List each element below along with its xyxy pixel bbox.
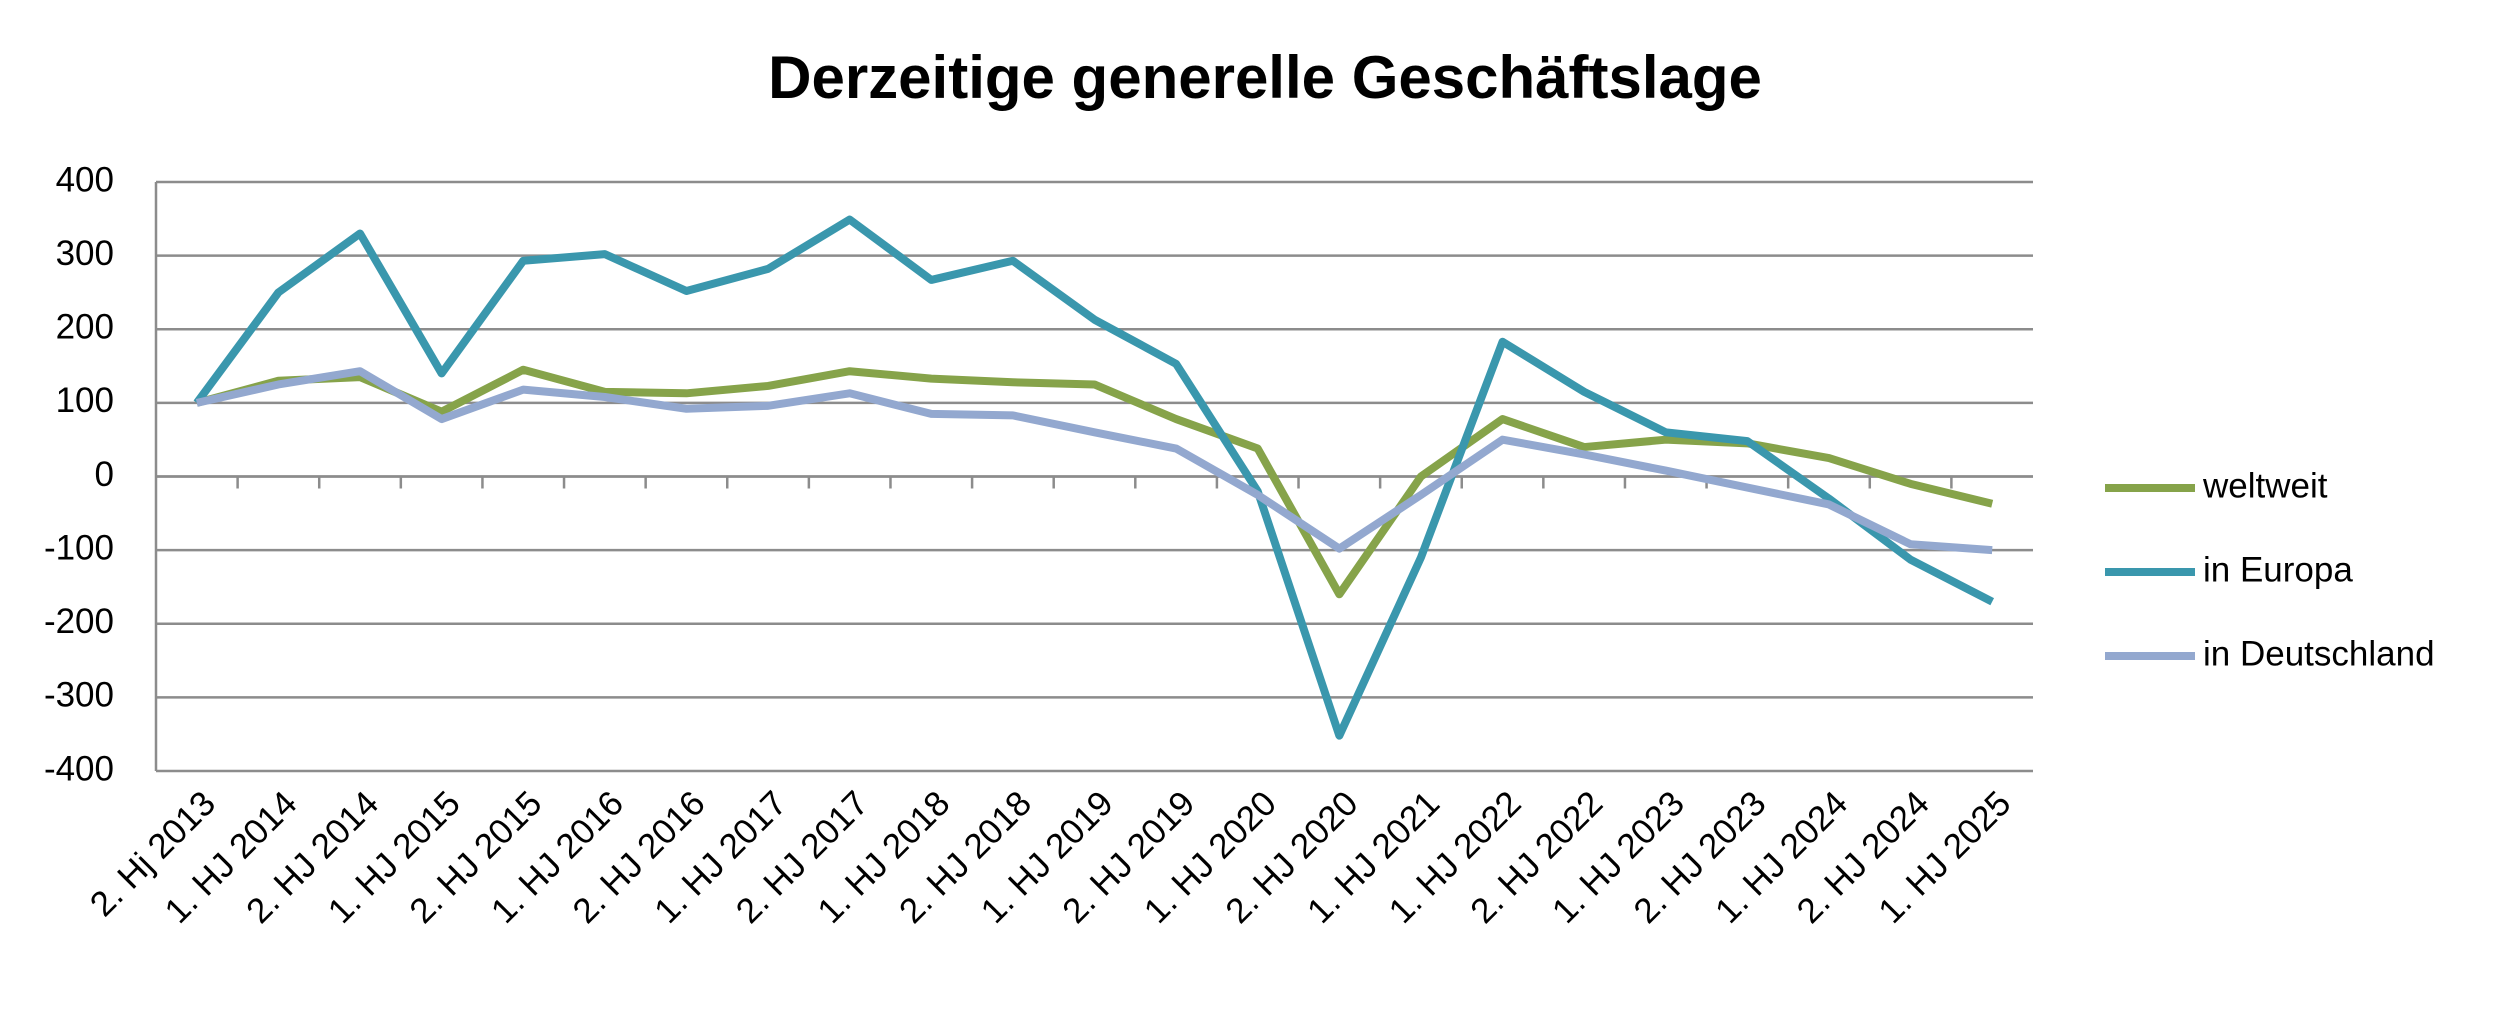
y-tick-label: 400 bbox=[56, 160, 114, 199]
legend-label: in Deutschland bbox=[2203, 634, 2435, 673]
legend-label: weltweit bbox=[2202, 466, 2328, 505]
line-series bbox=[195, 367, 1993, 555]
y-tick-label: 300 bbox=[56, 234, 114, 273]
y-tick-label: 0 bbox=[95, 455, 114, 494]
line-series bbox=[193, 215, 1995, 740]
y-tick-label: -300 bbox=[44, 676, 114, 715]
legend-label: in Europa bbox=[2203, 550, 2353, 589]
y-tick-label: -100 bbox=[44, 528, 114, 567]
y-tick-label: -400 bbox=[44, 749, 114, 788]
line-series bbox=[195, 365, 1994, 599]
chart-title: Derzeitige generelle Geschäftslage bbox=[768, 44, 1762, 111]
y-tick-label: -200 bbox=[44, 602, 114, 641]
y-tick-label: 100 bbox=[56, 381, 114, 420]
y-tick-label: 200 bbox=[56, 308, 114, 347]
